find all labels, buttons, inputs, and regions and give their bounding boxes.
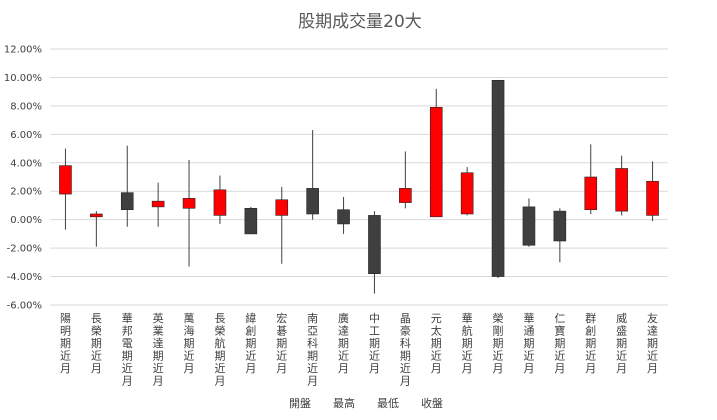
x-category-label: 華邦電期近月 <box>122 312 133 388</box>
candle-body-up <box>213 189 227 216</box>
chart-title: 股期成交量20大 <box>298 12 422 32</box>
y-tick-label: 4.00% <box>10 158 42 169</box>
legend-entry: 開盤 <box>289 397 311 410</box>
x-category-label: 晶豪科期近月 <box>400 312 411 388</box>
y-axis-tick-labels: 12.00% 10.00% 8.00% 6.00% 4.00% 2.00% 0.00% -2.… <box>4 45 42 312</box>
y-tick-label: 8.00% <box>10 101 42 112</box>
candle-body-up <box>151 200 165 208</box>
y-tick-label: 6.00% <box>10 130 42 141</box>
candle <box>182 159 196 267</box>
candle-body-up <box>646 180 659 216</box>
candle-body-down <box>522 206 536 246</box>
y-tick-label: -4.00% <box>7 272 42 283</box>
x-category-label: 宏碁期近月 <box>276 311 287 375</box>
candle <box>584 144 598 214</box>
candle <box>151 182 165 227</box>
y-tick-label: 2.00% <box>10 187 42 198</box>
candle <box>306 130 319 220</box>
x-category-label: 友達期近月 <box>647 311 658 375</box>
candle <box>244 206 258 235</box>
candle-body-up <box>429 107 443 218</box>
candle <box>213 175 227 224</box>
candle-body-up <box>59 165 72 195</box>
candle <box>522 198 536 247</box>
x-category-label: 長榮航期近月 <box>214 312 225 388</box>
x-category-label: 元太期近月 <box>431 312 442 375</box>
legend-entry: 最高 <box>333 396 355 410</box>
candle-body-up <box>275 199 289 216</box>
x-category-label: 華航期近月 <box>462 312 473 375</box>
x-category-label: 陽明期近月 <box>60 312 71 375</box>
candle <box>460 167 474 216</box>
candle-body-down <box>368 215 381 275</box>
candle <box>120 145 134 227</box>
candle-body-down <box>553 210 567 242</box>
candle <box>59 148 72 230</box>
candle <box>275 186 289 264</box>
candle-body-down <box>491 79 505 277</box>
candle <box>553 208 567 263</box>
candle-body-up <box>615 168 628 212</box>
y-tick-label: 12.00% <box>4 45 42 56</box>
x-category-label: 萬海期近月 <box>184 312 195 375</box>
candle <box>337 196 350 234</box>
candle-body-up <box>460 172 474 215</box>
candle-body-down <box>120 192 134 211</box>
candle-body-up <box>90 213 103 218</box>
legend-entry: 收盤 <box>421 396 443 410</box>
candle <box>429 88 443 218</box>
gridlines <box>50 48 668 306</box>
candle <box>491 79 505 278</box>
x-category-label: 南亞科期近月 <box>307 312 318 388</box>
x-category-label: 仁寶期近月 <box>554 312 565 375</box>
x-category-label: 中工期近月 <box>369 312 380 375</box>
legend: 開盤 最高 最低 收盤 <box>289 396 443 410</box>
y-tick-label: -2.00% <box>7 244 42 255</box>
candle-body-down <box>337 209 350 225</box>
candle-body-up <box>399 188 412 203</box>
candles <box>59 79 659 294</box>
x-category-label: 緯創期近月 <box>245 311 256 375</box>
candle <box>646 161 659 222</box>
y-tick-label: -6.00% <box>7 301 42 312</box>
candle-body-down <box>306 188 319 215</box>
candle <box>368 211 381 294</box>
x-category-label: 群創期近月 <box>585 311 596 375</box>
x-category-label: 威盛期近月 <box>616 312 627 375</box>
x-category-label: 廣達期近月 <box>338 311 349 375</box>
x-category-label: 長榮期近月 <box>91 312 102 375</box>
candle <box>90 211 103 247</box>
x-category-label: 榮剛期近月 <box>493 311 504 375</box>
candle-body-up <box>182 198 196 209</box>
candle <box>399 151 412 209</box>
legend-entry: 最低 <box>377 397 399 410</box>
candle <box>615 155 628 216</box>
x-axis-category-labels: 陽明期近月 長榮期近月 華邦電期近月 英業達期近月 萬海期近月 長榮航期近月 緯創期近月 宏碁… <box>60 311 658 388</box>
y-tick-label: 10.00% <box>4 73 42 84</box>
y-tick-label: 0.00% <box>10 215 42 226</box>
x-category-label: 英業達期近月 <box>153 311 164 388</box>
x-category-label: 華通期近月 <box>523 312 534 375</box>
candle-body-down <box>244 207 258 235</box>
candle-body-up <box>584 176 598 211</box>
